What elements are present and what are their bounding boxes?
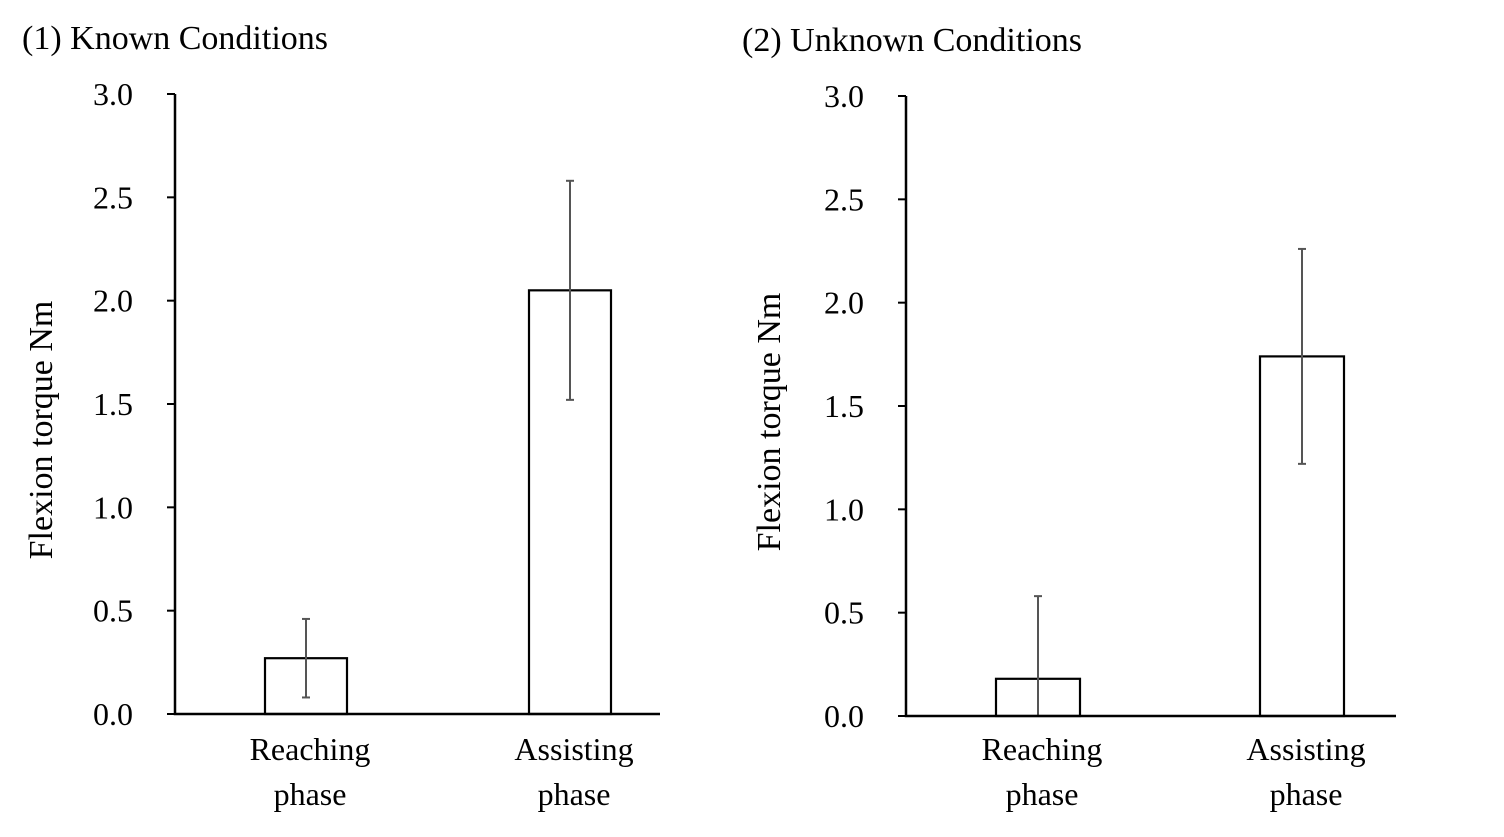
chart-title: (2) Unknown Conditions	[742, 22, 1082, 59]
panel-unknown-conditions: (2) Unknown Conditions Flexion torque Nm…	[742, 22, 1396, 812]
y-ticks: 0.0 0.5 1.0 1.5 2.0 2.5 3.0	[824, 78, 906, 734]
category-label-line2: phase	[1006, 776, 1079, 812]
y-axis-label: Flexion torque Nm	[23, 301, 60, 560]
x-categories: Reaching phase Assisting phase	[250, 731, 634, 812]
category-label-line1: Reaching	[982, 731, 1103, 767]
bars	[263, 179, 613, 716]
y-tick-label: 0.5	[824, 595, 864, 631]
category-label-line1: Reaching	[250, 731, 371, 767]
y-tick-label: 3.0	[824, 78, 864, 114]
x-categories: Reaching phase Assisting phase	[982, 731, 1366, 812]
panel-known-conditions: (1) Known Conditions Flexion torque Nm 0…	[22, 20, 660, 812]
y-axis-label: Flexion torque Nm	[751, 293, 788, 552]
axes	[904, 96, 1396, 718]
y-tick-label: 1.0	[824, 491, 864, 527]
y-tick-label: 1.0	[93, 489, 133, 525]
category-label-line2: phase	[274, 776, 347, 812]
y-tick-label: 1.5	[824, 388, 864, 424]
y-tick-label: 2.0	[93, 283, 133, 319]
y-tick-label: 2.0	[824, 285, 864, 321]
category-label-line1: Assisting	[1246, 731, 1365, 767]
y-tick-label: 0.0	[93, 696, 133, 732]
category-label-line2: phase	[1270, 776, 1343, 812]
y-tick-label: 2.5	[824, 181, 864, 217]
category-label-line2: phase	[538, 776, 611, 812]
y-tick-label: 3.0	[93, 76, 133, 112]
y-ticks: 0.0 0.5 1.0 1.5 2.0 2.5 3.0	[93, 76, 175, 732]
chart-title: (1) Known Conditions	[22, 20, 328, 57]
bars	[994, 247, 1346, 718]
category-label-line1: Assisting	[514, 731, 633, 767]
y-tick-label: 0.5	[93, 593, 133, 629]
axes	[173, 94, 660, 716]
y-tick-label: 2.5	[93, 179, 133, 215]
y-tick-label: 0.0	[824, 698, 864, 734]
y-tick-label: 1.5	[93, 386, 133, 422]
